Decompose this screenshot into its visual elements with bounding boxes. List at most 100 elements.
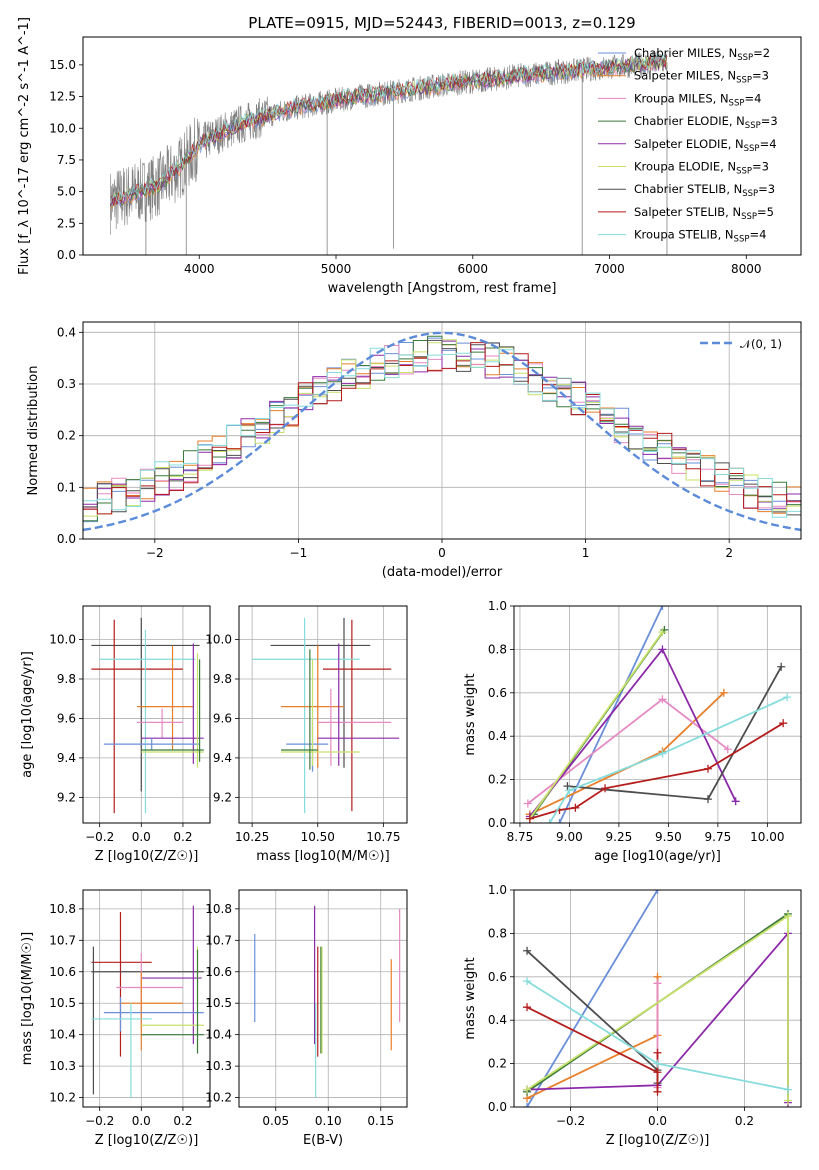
legend-sub: SSP [741, 212, 757, 222]
x-tick-label: 9.50 [655, 830, 682, 844]
spectrum-plot-area [110, 50, 668, 255]
y-tick-label: 0.2 [488, 1057, 507, 1071]
legend-sub: SSP [742, 189, 758, 199]
x-tick-label: −0.2 [85, 830, 114, 844]
mass-weight-marker [545, 819, 554, 823]
x-axis-label: Z [log10(Z/Z☉)] [606, 1133, 710, 1148]
mass-weight-marker [783, 1096, 792, 1105]
y-tick-label: 10.0 [49, 633, 76, 647]
x-tick-label: 0.0 [132, 1114, 151, 1128]
residual-histogram [83, 340, 801, 509]
y-tick-label: 9.4 [213, 751, 232, 765]
age_vs_Z-plot-area [91, 617, 204, 814]
mass-weight-marker [523, 1003, 532, 1012]
y-axis-label: mass weight [463, 957, 478, 1039]
y-tick-label: 0.3 [57, 377, 76, 391]
chart-title: PLATE=0915, MJD=52443, FIBERID=0013, z=0… [248, 14, 635, 32]
y-tick-label: 10.8 [49, 902, 76, 916]
mass-weight-marker [658, 749, 667, 758]
legend-value: =3 [752, 69, 769, 83]
legend-label: Salpeter MILES, N [634, 69, 736, 83]
legend-sub: SSP [736, 167, 752, 177]
legend-entry: Chabrier ELODIE, NSSP=3 [634, 114, 778, 131]
mass-weight-marker [653, 890, 662, 894]
legend-sub: SSP [737, 53, 753, 63]
x-axis-label: mass [log10(M/M☉)] [256, 849, 389, 864]
x-tick-label: 0.05 [262, 1114, 289, 1128]
mass-weight-marker [653, 1087, 662, 1096]
y-tick-label: 0.1 [57, 480, 76, 494]
legend-label: Chabrier MILES, N [634, 46, 737, 60]
x-tick-label: 7000 [594, 262, 625, 276]
mass-weight-marker [703, 795, 712, 804]
y-tick-label: 0.0 [57, 532, 76, 546]
y-tick-label: 1.0 [488, 599, 507, 613]
x-tick-label: 0.2 [173, 830, 192, 844]
mass-weight-marker [783, 693, 792, 702]
y-tick-label: 10.2 [49, 1091, 76, 1105]
spectrum-frame [82, 36, 802, 256]
residual-histogram [83, 347, 801, 518]
mass-weight-line [529, 722, 784, 820]
x-tick-label: 9.25 [606, 830, 633, 844]
x-tick-label: 1 [582, 546, 590, 560]
x-tick-label: 2 [725, 546, 733, 560]
x-tick-label: 9.75 [705, 830, 732, 844]
mass-weight-line [527, 698, 729, 805]
x-tick-label: 10.00 [750, 830, 784, 844]
y-axis-label: Normed distribution [26, 366, 41, 496]
x-tick-label: 8000 [731, 262, 762, 276]
x-tick-label: 0 [438, 546, 446, 560]
x-tick-label: 0.10 [315, 1114, 342, 1128]
y-tick-label: 10.6 [205, 965, 232, 979]
y-tick-label: 10.8 [205, 902, 232, 916]
mass-weight-marker [555, 819, 564, 823]
mass_vs_ebv-plot-area [254, 905, 401, 1098]
x-axis-label: Z [log10(Z/Z☉)] [95, 849, 199, 864]
y-tick-label: 10.3 [205, 1059, 232, 1073]
mass-weight-marker [601, 784, 610, 793]
massweight_vs_age-plot-area [523, 606, 792, 823]
residuals-frame [82, 321, 802, 540]
y-tick-label: 9.6 [213, 711, 232, 725]
y-tick-label: 9.4 [57, 751, 76, 765]
legend-value: =3 [758, 182, 775, 196]
massweight_vs_Z-axes: −0.2 0.0 0.2 0.0 0.2 0.4 0.6 0.8 1.0 Z [log10(Z/Z… [463, 883, 802, 1148]
mass-weight-marker [523, 799, 532, 808]
x-tick-label: 4000 [184, 262, 215, 276]
y-tick-label: 9.2 [57, 790, 76, 804]
legend-label: Salpeter ELODIE, N [634, 137, 744, 151]
legend-entry: Salpeter MILES, NSSP=3 [634, 69, 769, 86]
y-tick-label: 10.4 [205, 1028, 232, 1042]
massweight_vs_Z-frame [513, 889, 802, 1108]
mass_vs_Z-axes: −0.2 0.0 0.2 10.2 10.3 10.4 10.5 10.6 10.7 10.8 Z … [20, 889, 211, 1148]
y-tick-label: 7.5 [57, 153, 76, 167]
age_vs_mass-axes: 10.25 10.50 10.75 9.2 9.4 9.6 9.8 10.0 mass [log… [205, 605, 408, 864]
massweight_vs_Z-plot-area [523, 890, 792, 1107]
y-tick-label: 10.7 [205, 933, 232, 947]
mass-weight-marker [658, 606, 667, 610]
y-tick-label: 10.3 [49, 1059, 76, 1073]
y-tick-label: 0.0 [488, 816, 507, 830]
y-tick-label: 1.0 [488, 883, 507, 897]
x-tick-label: 5000 [321, 262, 352, 276]
y-tick-label: 9.8 [57, 672, 76, 686]
y-tick-label: 15.0 [49, 58, 76, 72]
y-tick-label: 10.4 [49, 1028, 76, 1042]
x-axis-label: age [log10(age/yr)] [594, 849, 721, 864]
y-tick-label: 0.6 [488, 686, 507, 700]
mass-weight-marker [703, 764, 712, 773]
y-tick-label: 10.5 [49, 996, 76, 1010]
residual-legend: 𝒩(0, 1) [700, 337, 782, 351]
legend-entry: Salpeter STELIB, NSSP=5 [634, 205, 774, 222]
mass-weight-marker [563, 782, 572, 791]
residuals-plot-area [83, 331, 801, 532]
mass-weight-marker [525, 814, 534, 823]
y-tick-label: 0.4 [488, 729, 507, 743]
legend-label: Chabrier STELIB, N [634, 182, 742, 196]
mass_vs_Z-plot-area [91, 905, 204, 1098]
x-axis-label: E(B-V) [303, 1133, 343, 1148]
legend-value: =3 [761, 114, 778, 128]
x-tick-label: 8.75 [507, 830, 534, 844]
legend-value: =4 [760, 137, 777, 151]
